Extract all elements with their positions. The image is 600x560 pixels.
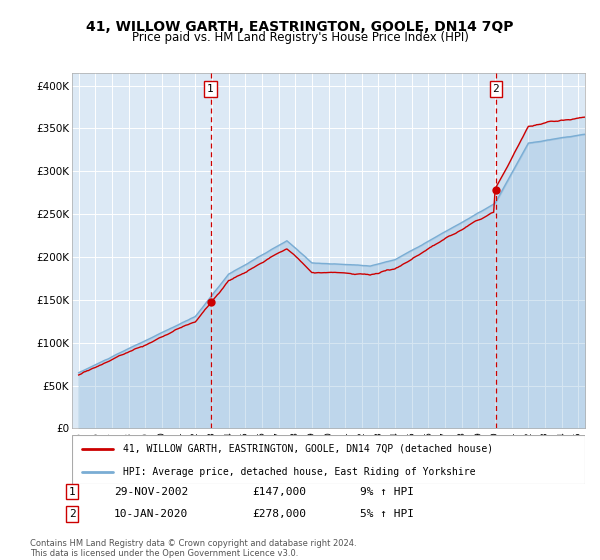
- Text: 2: 2: [68, 509, 76, 519]
- Text: 41, WILLOW GARTH, EASTRINGTON, GOOLE, DN14 7QP: 41, WILLOW GARTH, EASTRINGTON, GOOLE, DN…: [86, 20, 514, 34]
- Text: 2: 2: [493, 84, 499, 94]
- Text: 1: 1: [207, 84, 214, 94]
- Text: £278,000: £278,000: [252, 509, 306, 519]
- Text: 41, WILLOW GARTH, EASTRINGTON, GOOLE, DN14 7QP (detached house): 41, WILLOW GARTH, EASTRINGTON, GOOLE, DN…: [124, 444, 493, 454]
- Text: 1: 1: [68, 487, 76, 497]
- Text: 10-JAN-2020: 10-JAN-2020: [114, 509, 188, 519]
- Text: Contains HM Land Registry data © Crown copyright and database right 2024.
This d: Contains HM Land Registry data © Crown c…: [30, 539, 356, 558]
- Text: 9% ↑ HPI: 9% ↑ HPI: [360, 487, 414, 497]
- Text: Price paid vs. HM Land Registry's House Price Index (HPI): Price paid vs. HM Land Registry's House …: [131, 31, 469, 44]
- Text: HPI: Average price, detached house, East Riding of Yorkshire: HPI: Average price, detached house, East…: [124, 467, 476, 477]
- Text: 5% ↑ HPI: 5% ↑ HPI: [360, 509, 414, 519]
- Text: £147,000: £147,000: [252, 487, 306, 497]
- Text: 29-NOV-2002: 29-NOV-2002: [114, 487, 188, 497]
